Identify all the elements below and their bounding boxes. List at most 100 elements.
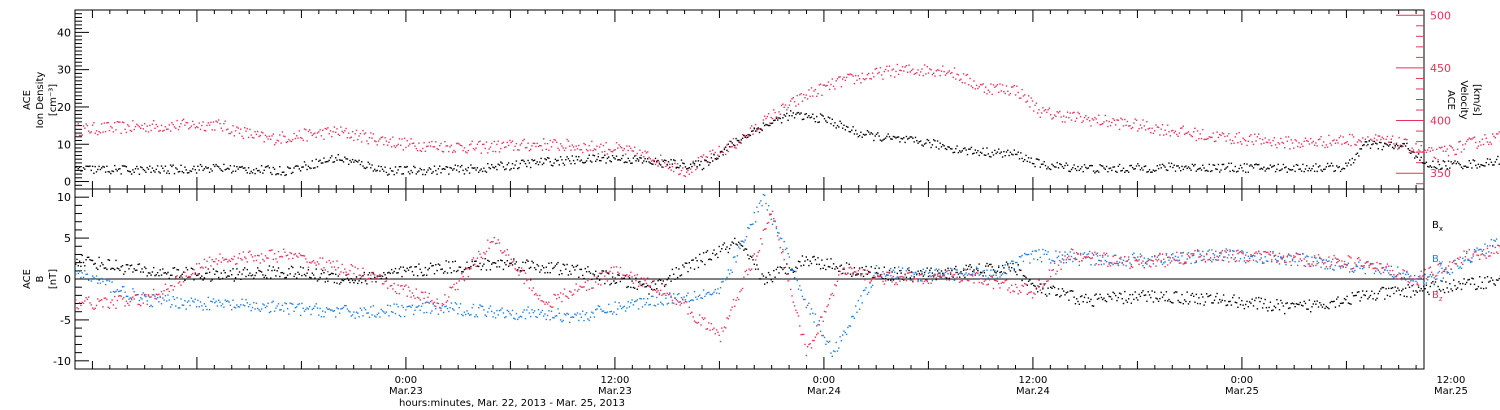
data-point [280, 308, 282, 311]
data-point [1026, 100, 1028, 102]
data-point [194, 298, 196, 300]
data-point [110, 268, 112, 270]
data-point [611, 151, 614, 153]
data-point [1078, 169, 1080, 172]
data-point [471, 167, 473, 169]
data-point [713, 249, 715, 251]
data-point [540, 157, 542, 160]
data-point [296, 306, 298, 308]
data-point [221, 277, 224, 280]
data-point [719, 250, 722, 253]
data-point [515, 160, 518, 162]
data-point [115, 168, 117, 171]
data-point [767, 271, 770, 274]
data-point [327, 280, 329, 282]
data-point [180, 123, 182, 125]
data-point [1284, 147, 1286, 149]
data-point [124, 291, 126, 293]
data-point [931, 279, 934, 282]
data-point [1293, 147, 1295, 149]
data-point [324, 311, 326, 313]
data-point [1247, 171, 1249, 173]
data-point [1060, 163, 1062, 166]
data-point [307, 130, 310, 133]
data-point [1486, 141, 1489, 143]
data-point [314, 167, 316, 169]
data-point [747, 254, 749, 256]
data-point [1098, 171, 1100, 173]
data-point [1239, 164, 1242, 167]
data-point [374, 140, 376, 142]
data-point [439, 144, 441, 147]
data-point [424, 173, 427, 176]
data-point [254, 308, 256, 310]
data-point [1065, 292, 1067, 294]
data-point [332, 310, 334, 312]
data-point [892, 135, 895, 138]
data-point [1411, 285, 1413, 287]
data-point [623, 277, 625, 279]
data-point [502, 141, 505, 144]
data-point [1131, 166, 1134, 169]
data-point [744, 239, 746, 241]
data-point [792, 112, 794, 114]
data-point [293, 275, 295, 278]
data-point [107, 122, 109, 124]
data-point [797, 103, 800, 105]
data-point [1428, 147, 1430, 149]
data-point [691, 165, 693, 168]
data-point [1320, 266, 1322, 268]
data-point [925, 73, 927, 75]
data-point [767, 124, 770, 127]
data-point [384, 166, 386, 168]
data-point [962, 269, 965, 271]
data-point [696, 298, 698, 300]
data-point [206, 308, 208, 311]
data-point [952, 278, 954, 281]
data-point [169, 130, 172, 132]
data-point [1102, 123, 1104, 125]
data-point [1393, 277, 1395, 279]
data-point [108, 280, 111, 282]
data-point [337, 154, 339, 156]
data-point [805, 256, 807, 258]
data-point [539, 313, 541, 315]
data-point [1330, 162, 1333, 164]
data-point [1493, 135, 1495, 138]
data-point [645, 152, 648, 154]
data-point [1304, 168, 1307, 170]
data-point [435, 264, 437, 266]
data-point [228, 275, 230, 277]
data-point [389, 272, 391, 275]
data-point [146, 166, 148, 169]
data-point [232, 125, 234, 127]
data-point [739, 141, 741, 144]
data-point [331, 155, 333, 157]
data-point [831, 355, 833, 357]
data-point [219, 278, 221, 280]
data-point [526, 165, 528, 168]
data-point [1225, 167, 1227, 169]
data-point [741, 133, 744, 136]
data-point [351, 279, 354, 282]
data-point [1476, 167, 1478, 169]
data-point [1009, 270, 1012, 272]
data-point [1056, 256, 1058, 259]
data-point [634, 287, 636, 289]
data-point [1198, 138, 1200, 140]
data-point [125, 295, 128, 297]
data-point [1057, 288, 1060, 290]
data-point [1299, 146, 1301, 148]
data-point [1180, 301, 1182, 304]
data-point [767, 205, 770, 207]
data-point [185, 121, 187, 124]
data-point [1372, 263, 1374, 265]
data-point [1085, 257, 1087, 259]
data-point [705, 251, 707, 253]
data-point [480, 268, 482, 271]
data-point [982, 270, 984, 272]
data-point [188, 300, 190, 302]
data-point [692, 259, 694, 261]
data-point [1411, 147, 1413, 149]
